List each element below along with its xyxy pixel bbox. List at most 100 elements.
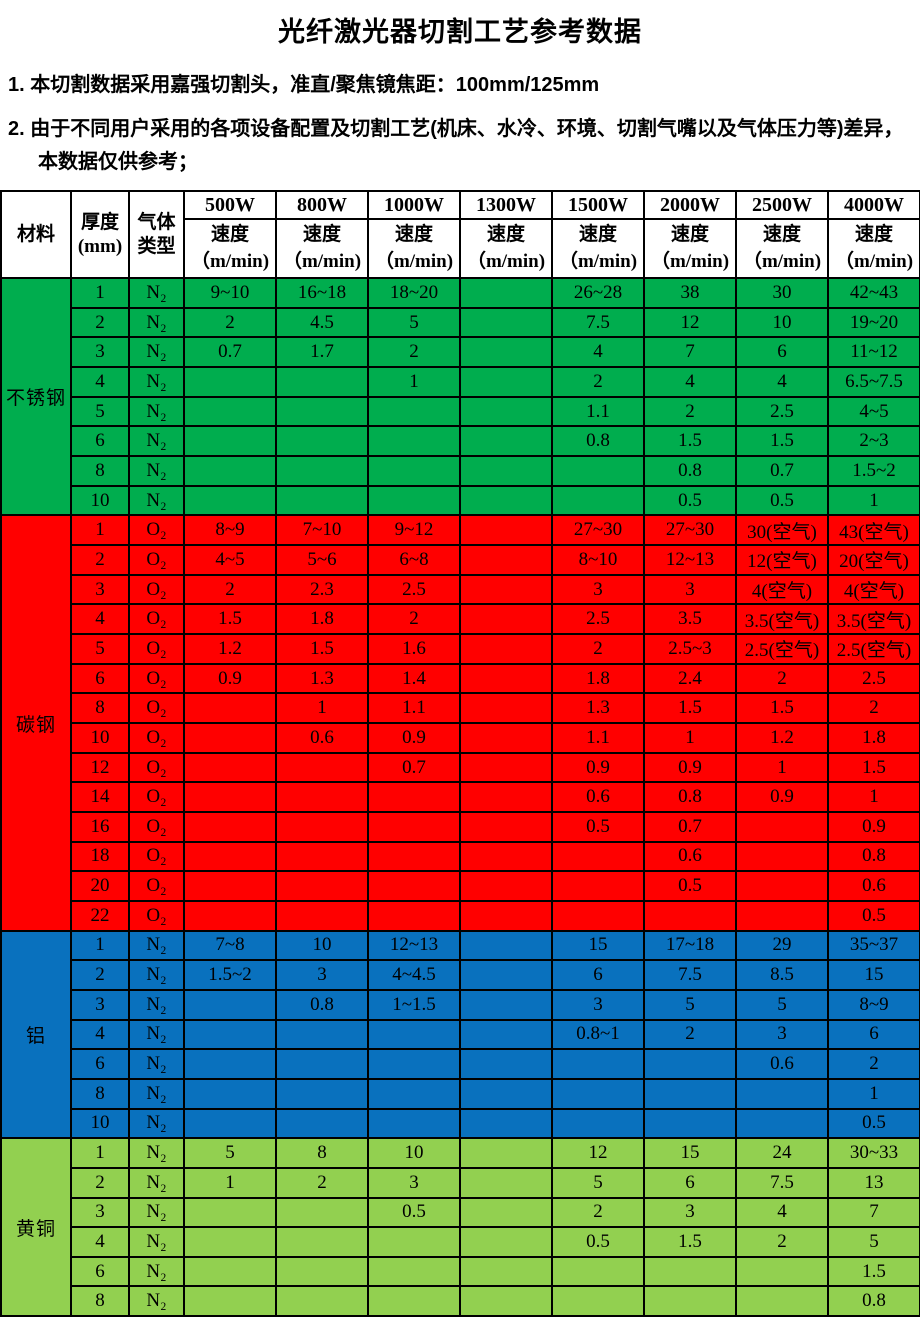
speed-cell: 1.2	[735, 722, 829, 754]
speed-cell: 10	[275, 929, 369, 962]
speed-cell	[643, 1048, 737, 1080]
speed-cell	[183, 870, 277, 902]
table-row: 2 N₂ 1.5~2 3 4~4.5 6 7.5 8.5 15	[1, 959, 920, 991]
speed-cell: 15	[643, 1137, 737, 1169]
speed-cell: 0.9	[551, 751, 645, 784]
speed-cell	[459, 573, 553, 606]
speed-cell: 5	[183, 1137, 277, 1169]
speed-cell: 2	[183, 306, 277, 339]
table-row: 3 N₂ 0.5 2 3 4 7	[1, 1196, 920, 1229]
table-row: 2 N₂ 2 4.5 5 7.5 12 10 19~20	[1, 306, 920, 339]
speed-cell: 17~18	[643, 929, 737, 962]
thickness-cell: 20	[70, 870, 130, 902]
table-row: 22 O₂ 0.5	[1, 899, 920, 932]
speed-cell: 1.8	[551, 662, 645, 695]
thickness-cell: 10	[70, 1107, 130, 1140]
gas-type-cell: O₂	[128, 514, 185, 547]
speed-cell: 0.6	[275, 722, 369, 754]
speed-cell	[459, 1255, 553, 1288]
speed-cell: 1	[827, 484, 920, 517]
speed-cell: 8~9	[183, 514, 277, 547]
speed-cell: 2.3	[275, 573, 369, 606]
gas-type-cell: N₂	[128, 1166, 185, 1199]
speed-cell	[459, 929, 553, 962]
speed-cell	[275, 781, 369, 813]
speed-cell	[367, 1077, 461, 1110]
speed-cell: 8	[275, 1137, 369, 1169]
speed-cell: 4	[643, 366, 737, 398]
gas-type-cell: N₂	[128, 988, 185, 1021]
speed-cell: 6	[735, 336, 829, 369]
power-header-row: 材料 厚度 (mm) 气体 类型 500W 800W 1000W 1300W 1…	[0, 190, 920, 280]
speed-cell	[551, 1107, 645, 1140]
speed-cell: 4~5	[827, 395, 920, 428]
thickness-cell: 4	[70, 603, 130, 636]
speed-cell: 0.8~1	[551, 1018, 645, 1051]
speed-cell: 2	[367, 603, 461, 636]
thickness-cell: 4	[70, 1226, 130, 1258]
speed-cell: 2	[367, 336, 461, 369]
speed-cell	[459, 484, 553, 517]
laser-cutting-table: 材料 厚度 (mm) 气体 类型 500W 800W 1000W 1300W 1…	[0, 190, 920, 1317]
speed-cell	[275, 455, 369, 487]
gas-type-cell: N₂	[128, 1226, 185, 1258]
speed-cell	[183, 810, 277, 843]
speed-cell: 1~1.5	[367, 988, 461, 1021]
table-row: 12 O₂ 0.7 0.9 0.9 1 1.5	[1, 751, 920, 784]
speed-cell	[459, 959, 553, 991]
table-row: 4 O₂ 1.5 1.8 2 2.5 3.5 3.5(空气) 3.5(空气)	[1, 603, 920, 636]
speed-cell: 2.5	[735, 395, 829, 428]
speed-cell	[367, 1255, 461, 1288]
speed-cell: 26~28	[551, 277, 645, 309]
thickness-cell: 1	[70, 1137, 130, 1169]
gas-type-cell: N₂	[128, 1196, 185, 1229]
speed-cell: 7	[643, 336, 737, 369]
speed-cell: 1.5	[827, 1255, 920, 1288]
gas-type-cell: O₂	[128, 573, 185, 606]
thickness-cell: 5	[70, 633, 130, 665]
speed-cell	[183, 395, 277, 428]
thickness-cell: 8	[70, 1285, 130, 1317]
speed-cell: 6	[643, 1166, 737, 1199]
speed-cell	[459, 366, 553, 398]
speed-cell: 0.6	[551, 781, 645, 813]
gas-type-cell: N₂	[128, 425, 185, 458]
table-row: 20 O₂ 0.5 0.6	[1, 870, 920, 902]
speed-cell	[183, 1255, 277, 1288]
speed-cell	[459, 840, 553, 873]
speed-cell: 1.5	[275, 633, 369, 665]
power-column-header-800w: 800W	[275, 190, 369, 221]
gas-type-cell: N₂	[128, 484, 185, 517]
speed-cell	[459, 1048, 553, 1080]
speed-cell: 4~5	[183, 544, 277, 576]
thickness-cell: 2	[70, 306, 130, 339]
thickness-cell: 3	[70, 988, 130, 1021]
speed-cell	[275, 366, 369, 398]
gas-type-cell: O₂	[128, 544, 185, 576]
thickness-cell: 10	[70, 722, 130, 754]
speed-cell	[459, 514, 553, 547]
speed-cell	[459, 870, 553, 902]
speed-cell	[459, 1196, 553, 1229]
speed-cell: 1.5~2	[827, 455, 920, 487]
speed-cell: 7	[827, 1196, 920, 1229]
speed-cell: 0.9	[643, 751, 737, 784]
speed-cell	[643, 1285, 737, 1317]
thickness-cell: 16	[70, 810, 130, 843]
speed-cell: 27~30	[643, 514, 737, 547]
thickness-cell: 8	[70, 692, 130, 725]
table-row: 18 O₂ 0.6 0.8	[1, 840, 920, 873]
speed-cell: 1.5	[183, 603, 277, 636]
speed-cell: 6.5~7.5	[827, 366, 920, 398]
speed-cell	[275, 1285, 369, 1317]
speed-cell	[367, 781, 461, 813]
speed-cell: 1.6	[367, 633, 461, 665]
speed-cell: 3	[275, 959, 369, 991]
speed-cell	[551, 1255, 645, 1288]
speed-cell	[367, 484, 461, 517]
speed-cell: 15	[551, 929, 645, 962]
speed-cell: 12	[551, 1137, 645, 1169]
thickness-cell: 2	[70, 1166, 130, 1199]
speed-cell: 43(空气)	[827, 514, 920, 547]
speed-cell: 2	[551, 1196, 645, 1229]
